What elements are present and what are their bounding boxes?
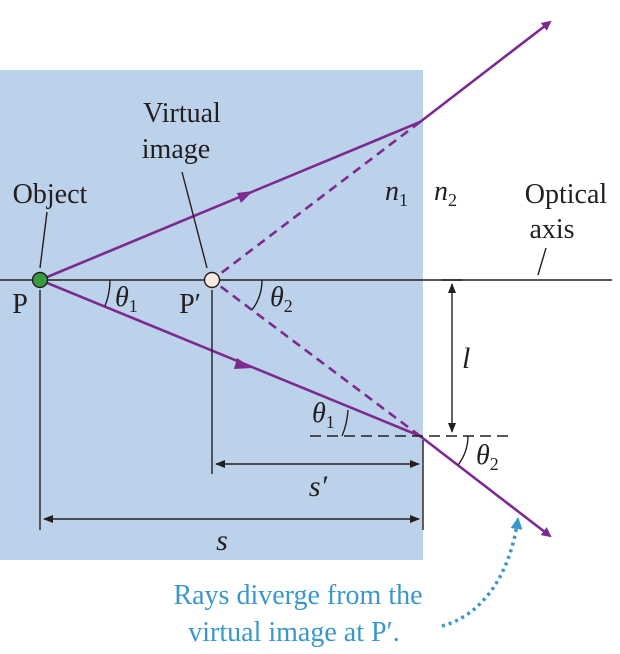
lower-ray-refracted xyxy=(419,434,552,538)
optical-axis-label-line1: Optical xyxy=(525,179,608,210)
optical-axis-leader-line xyxy=(537,247,547,276)
dimension-s-prime-label: s′ xyxy=(309,470,328,503)
point-p-prime-label: P′ xyxy=(179,289,201,320)
theta2-top-label: θ2 xyxy=(270,282,293,316)
theta2-bottom-arc xyxy=(457,435,469,466)
callout-text-line2: virtual image at P′. xyxy=(188,617,399,648)
theta1-left-label: θ1 xyxy=(115,282,138,316)
virtual-image-label-line2: image xyxy=(142,134,210,165)
callout-dotted-arrow xyxy=(441,517,523,628)
object-label: Object xyxy=(13,179,88,210)
theta2-bottom-label: θ2 xyxy=(476,440,499,474)
theta1-bottom-label: θ1 xyxy=(312,398,335,432)
dimension-l-label: l xyxy=(462,342,470,375)
lower-ray-extension-dashed xyxy=(211,278,421,438)
dimension-s-label: s xyxy=(216,524,228,557)
theta1-left-arc xyxy=(104,279,111,307)
virtual-image-leader-line xyxy=(181,171,208,269)
callout-text-line1: Rays diverge from the xyxy=(173,580,422,611)
point-p-label: P xyxy=(12,289,28,320)
theta2-top-arc xyxy=(251,279,263,311)
object-point-p xyxy=(31,271,49,289)
n2-label: n2 xyxy=(434,176,457,210)
upper-ray-direction-arrow xyxy=(237,191,253,203)
virtual-image-point-p-prime xyxy=(203,271,221,289)
upper-ray-extension-dashed xyxy=(211,120,421,282)
upper-ray-refracted xyxy=(419,20,552,124)
virtual-image-label-line1: Virtual xyxy=(143,98,221,129)
optical-axis-label-line2: axis xyxy=(529,214,574,245)
object-leader-line xyxy=(39,211,48,269)
lower-ray-incident xyxy=(39,278,421,438)
upper-ray-incident xyxy=(39,120,421,282)
n1-label: n1 xyxy=(385,176,408,210)
lower-ray-direction-arrow xyxy=(234,358,252,369)
theta1-bottom-arc xyxy=(341,409,349,437)
